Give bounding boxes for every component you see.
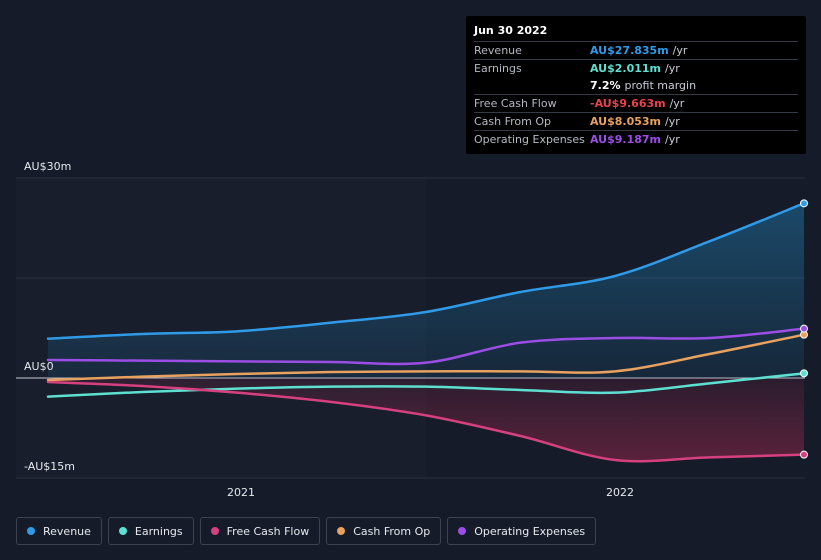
legend-dot-icon	[118, 527, 127, 535]
y-tick-top: AU$30m	[24, 160, 72, 173]
series-lines	[46, 202, 806, 463]
tooltip-row-cfo: Cash From Op AU$8.053m /yr	[474, 112, 798, 130]
revenue-area	[48, 203, 804, 378]
tooltip-label: Free Cash Flow	[474, 97, 557, 110]
series-fills	[48, 203, 804, 462]
legend-item-earnings[interactable]: Earnings	[107, 517, 194, 545]
tooltip-row-margin: 7.2% profit margin	[474, 77, 798, 94]
chart-legend: Revenue Earnings Free Cash Flow Cash Fro…	[16, 517, 602, 545]
free-cash-flow-line	[46, 380, 806, 463]
tooltip-unit: profit margin	[624, 79, 697, 92]
free-cash-flow-endpoint	[800, 450, 808, 459]
tooltip-unit: /yr	[665, 115, 680, 128]
tooltip-label	[474, 77, 590, 94]
legend-dot-icon	[210, 527, 219, 535]
financial-chart	[16, 177, 808, 479]
earnings-line	[46, 372, 806, 398]
legend-label: Revenue	[43, 524, 91, 538]
tooltip-label: Earnings	[474, 62, 522, 75]
operating-expenses-line	[46, 327, 806, 366]
y-tick-zero: AU$0	[24, 360, 54, 373]
tooltip-label: Cash From Op	[474, 115, 552, 128]
tooltip-label: Operating Expenses	[474, 133, 585, 146]
tooltip-date: Jun 30 2022	[474, 24, 548, 37]
legend-item-cash-from-op[interactable]: Cash From Op	[326, 517, 442, 545]
y-tick-bottom: -AU$15m	[24, 460, 76, 473]
tooltip-unit: /yr	[669, 97, 685, 110]
tooltip-row-fcf: Free Cash Flow -AU$9.663m /yr	[474, 94, 798, 112]
legend-label: Operating Expenses	[474, 524, 586, 538]
tooltip-row-earnings: Earnings AU$2.011m /yr	[474, 59, 798, 77]
tooltip-value: 7.2%	[590, 79, 621, 92]
tooltip-value: -AU$9.663m	[590, 97, 666, 110]
legend-label: Cash From Op	[353, 524, 431, 538]
tooltip-value: AU$27.835m	[590, 44, 669, 57]
data-tooltip: Jun 30 2022 Revenue AU$27.835m /yr Earni…	[466, 16, 806, 154]
tooltip-unit: /yr	[665, 133, 680, 146]
tooltip-unit: /yr	[672, 44, 688, 57]
x-tick-2021: 2021	[227, 486, 255, 499]
free-cash-flow-area	[48, 378, 804, 462]
revenue-line	[46, 202, 806, 340]
tooltip-value: AU$9.187m	[590, 133, 662, 146]
x-tick-2022: 2022	[606, 486, 634, 499]
legend-dot-icon	[458, 527, 467, 535]
legend-item-operating-expenses[interactable]: Operating Expenses	[447, 517, 597, 545]
legend-dot-icon	[337, 527, 346, 535]
revenue-endpoint	[800, 199, 808, 208]
series-endpoints	[800, 199, 808, 459]
tooltip-value: AU$8.053m	[590, 115, 662, 128]
legend-item-free-cash-flow[interactable]: Free Cash Flow	[199, 517, 321, 545]
earnings-endpoint	[800, 369, 808, 378]
tooltip-row-opex: Operating Expenses AU$9.187m /yr	[474, 130, 798, 148]
operating-expenses-endpoint	[800, 324, 808, 333]
tooltip-row-revenue: Revenue AU$27.835m /yr	[474, 41, 798, 59]
legend-label: Earnings	[134, 524, 183, 538]
tooltip-value: AU$2.011m	[590, 62, 662, 75]
cash-from-op-line	[46, 333, 806, 382]
tooltip-label: Revenue	[474, 44, 522, 57]
tooltip-unit: /yr	[665, 62, 680, 75]
legend-label: Free Cash Flow	[226, 524, 310, 538]
legend-dot-icon	[27, 527, 35, 535]
legend-item-revenue[interactable]: Revenue	[16, 517, 102, 545]
